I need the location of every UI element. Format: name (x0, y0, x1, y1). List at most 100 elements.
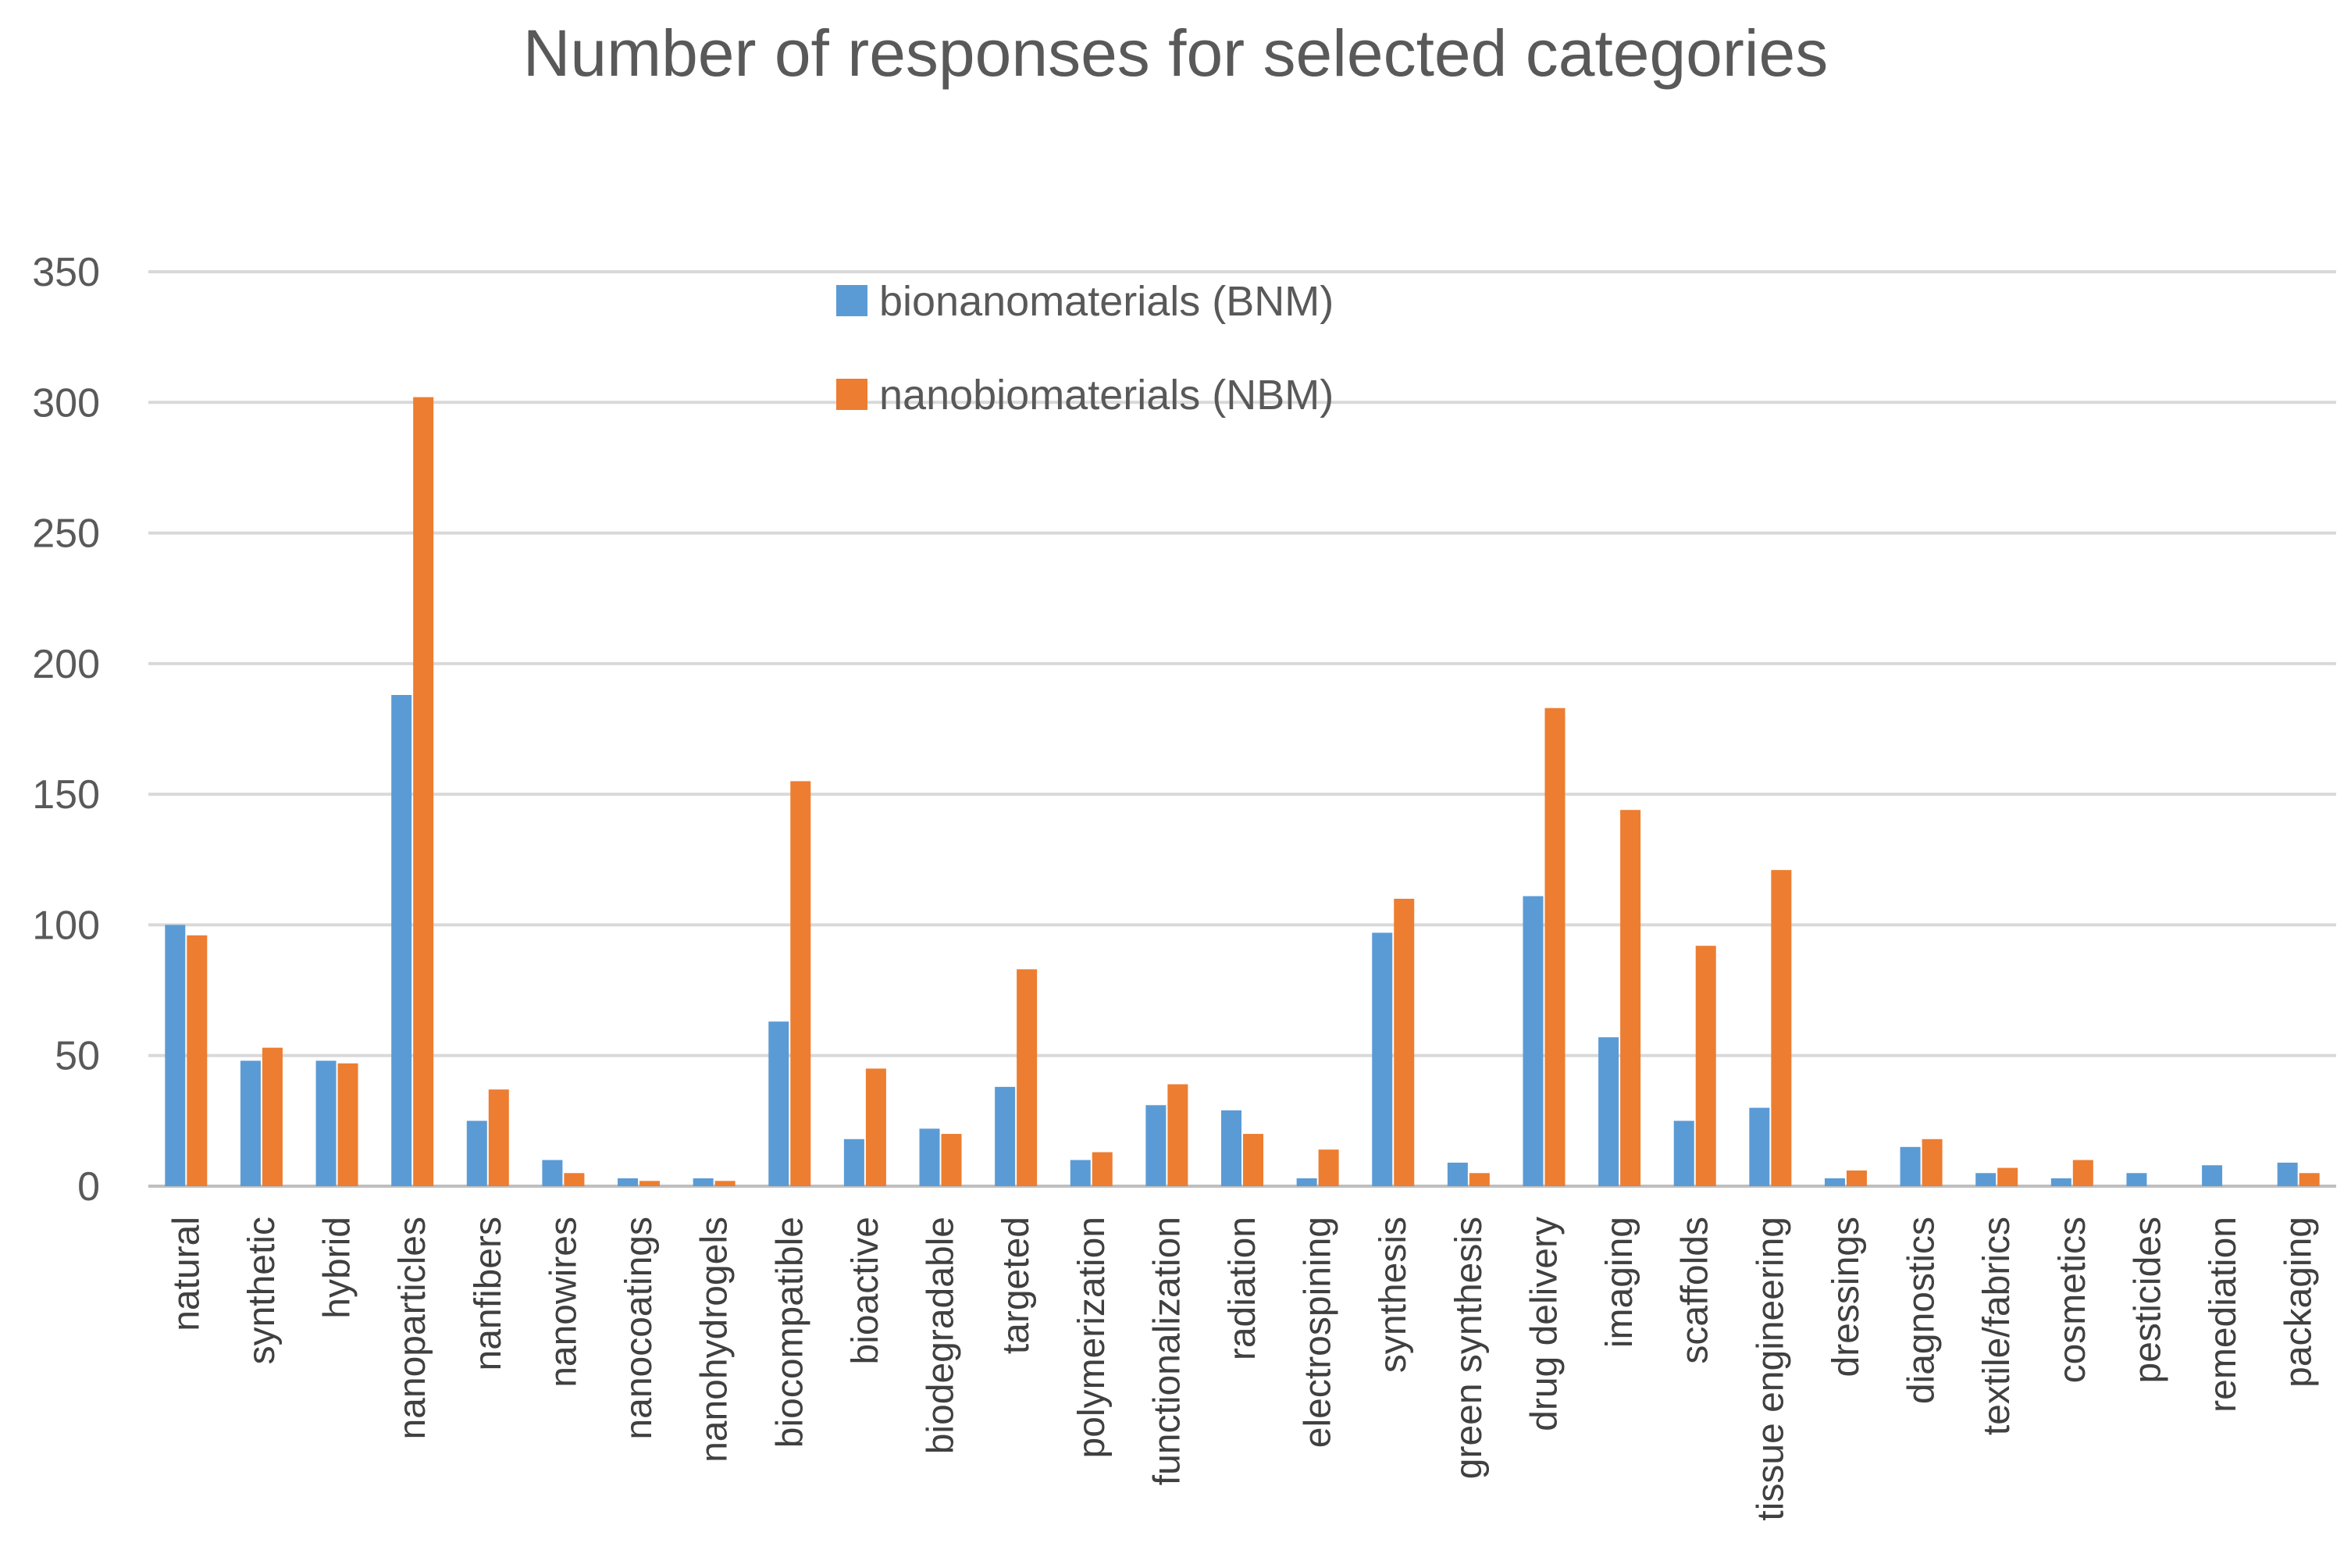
bar-nbm-11 (1017, 969, 1038, 1186)
bar-bnm-25 (2050, 1178, 2071, 1186)
x-tick-label: drug delivery (1523, 1217, 1565, 1431)
bar-nbm-12 (1092, 1152, 1113, 1186)
bar-bnm-8 (768, 1021, 789, 1186)
bar-nbm-6 (639, 1181, 661, 1186)
bar-bnm-17 (1447, 1162, 1468, 1186)
x-tick-label: green synthesis (1448, 1217, 1490, 1479)
bar-bnm-21 (1749, 1107, 1770, 1186)
bar-bnm-24 (1975, 1173, 1997, 1186)
bar-nbm-0 (187, 935, 208, 1186)
x-tick-label: tissue engineering (1750, 1217, 1791, 1521)
x-tick-label: synthesis (1373, 1217, 1414, 1373)
bar-bnm-14 (1221, 1110, 1241, 1186)
bar-nbm-14 (1243, 1134, 1263, 1186)
x-tick-label: nanocoatings (618, 1217, 660, 1440)
x-tick-label: pesticides (2127, 1217, 2168, 1383)
x-tick-label: packaging (2278, 1217, 2320, 1388)
y-tick-label: 50 (55, 1034, 100, 1079)
bar-nbm-25 (2072, 1160, 2093, 1186)
x-tick-label: bioactive (845, 1217, 886, 1364)
legend-swatch (836, 285, 867, 316)
gridlines (148, 270, 2336, 1188)
x-tick-label: targeted (996, 1217, 1037, 1354)
x-tick-label: cosmetics (2052, 1217, 2093, 1383)
x-tick-label: functionalization (1146, 1217, 1188, 1485)
bar-bnm-7 (693, 1178, 714, 1186)
x-tick-label: dressings (1826, 1217, 1867, 1377)
x-tick-label: biodegradable (921, 1217, 962, 1454)
x-tick-label: radiation (1222, 1217, 1263, 1360)
bar-bnm-15 (1296, 1178, 1317, 1186)
bar-bnm-19 (1598, 1037, 1619, 1186)
bar-bnm-0 (165, 925, 186, 1186)
x-tick-label: nanowires (543, 1217, 584, 1388)
bar-bnm-9 (843, 1139, 864, 1186)
x-tick-label: synthetic (241, 1217, 283, 1364)
bar-bnm-4 (466, 1121, 487, 1186)
legend-label: bionanomaterials (BNM) (879, 278, 1334, 325)
x-tick-label: remediation (2203, 1217, 2244, 1413)
bar-nbm-4 (488, 1089, 509, 1186)
x-tick-label: biocompatible (769, 1217, 810, 1448)
bar-nbm-7 (714, 1181, 736, 1186)
bar-nbm-10 (941, 1134, 962, 1186)
bar-bnm-12 (1070, 1160, 1091, 1186)
y-tick-label: 0 (77, 1164, 100, 1210)
bar-bnm-3 (391, 695, 412, 1186)
bar-nbm-23 (1922, 1139, 1943, 1186)
bar-bnm-22 (1824, 1178, 1845, 1186)
bar-nbm-3 (413, 397, 434, 1186)
x-tick-label: natural (166, 1217, 207, 1331)
bar-bnm-2 (315, 1060, 337, 1186)
bar-bnm-16 (1372, 932, 1393, 1186)
bar-nbm-2 (337, 1063, 358, 1186)
bar-nbm-8 (790, 781, 811, 1186)
x-tick-label: nanfibers (468, 1217, 509, 1370)
bar-nbm-15 (1318, 1149, 1339, 1186)
bar-nbm-28 (2299, 1173, 2320, 1186)
bar-nbm-19 (1620, 810, 1641, 1186)
x-tick-label: diagnostics (1901, 1217, 1943, 1404)
y-tick-label: 250 (32, 511, 100, 557)
bars (165, 397, 2320, 1186)
bar-nbm-1 (262, 1047, 283, 1186)
bar-nbm-9 (865, 1068, 886, 1186)
x-tick-label: hybrid (317, 1217, 358, 1319)
bar-nbm-17 (1469, 1173, 1490, 1186)
bar-nbm-20 (1695, 946, 1716, 1186)
bar-bnm-27 (2202, 1165, 2223, 1186)
bar-nbm-16 (1394, 898, 1415, 1186)
y-axis-ticks: 0 50 100 150 200 250 300 350 (32, 250, 100, 1210)
bar-nbm-24 (1997, 1167, 2018, 1186)
x-tick-label: nanoparticles (392, 1217, 433, 1440)
x-tick-label: textile/fabrics (1976, 1217, 2018, 1435)
bar-bnm-28 (2277, 1162, 2298, 1186)
bar-bnm-18 (1523, 896, 1544, 1186)
bar-bnm-1 (240, 1060, 261, 1186)
bar-nbm-18 (1544, 707, 1566, 1186)
legend-swatch (836, 379, 867, 410)
x-tick-label: imaging (1599, 1217, 1640, 1348)
bar-bnm-10 (919, 1128, 940, 1186)
bar-bnm-20 (1673, 1121, 1694, 1186)
y-tick-label: 100 (32, 903, 100, 948)
y-tick-label: 150 (32, 772, 100, 818)
bar-nbm-5 (564, 1173, 585, 1186)
bar-nbm-13 (1167, 1084, 1188, 1186)
bar-bnm-6 (618, 1178, 639, 1186)
bar-nbm-22 (1846, 1170, 1867, 1186)
bar-nbm-21 (1771, 870, 1792, 1186)
bar-bnm-23 (1900, 1146, 1921, 1186)
x-tick-label: polymerization (1071, 1217, 1113, 1458)
legend: bionanomaterials (BNM) nanobiomaterials (… (836, 278, 1334, 419)
y-tick-label: 350 (32, 250, 100, 295)
chart-title: Number of responses for selected categor… (522, 16, 1829, 90)
bar-bnm-13 (1145, 1105, 1167, 1186)
legend-label: nanobiomaterials (NBM) (879, 372, 1334, 419)
bar-bnm-5 (542, 1160, 563, 1186)
y-tick-label: 200 (32, 642, 100, 687)
bar-bnm-11 (995, 1086, 1016, 1186)
y-tick-label: 300 (32, 380, 100, 426)
bar-bnm-26 (2126, 1173, 2147, 1186)
